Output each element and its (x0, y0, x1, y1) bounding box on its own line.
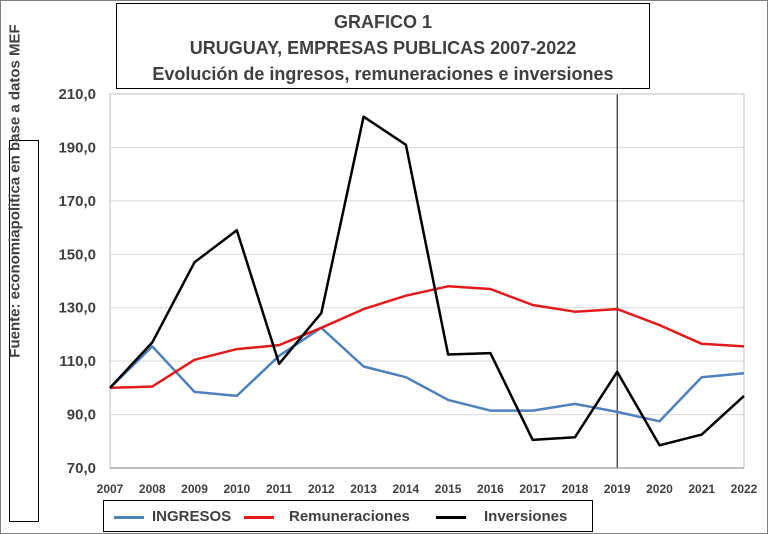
legend-swatch-ingresos (114, 516, 144, 519)
x-tick-label: 2022 (731, 482, 758, 496)
gridlines (110, 93, 744, 469)
x-tick-label: 2014 (393, 482, 420, 496)
x-tick-label: 2012 (308, 482, 335, 496)
x-tick-label: 2013 (350, 482, 377, 496)
legend-swatch-inversiones (436, 516, 466, 519)
series-line-inversiones (109, 115, 745, 447)
title-box: GRAFICO 1 URUGUAY, EMPRESAS PUBLICAS 200… (116, 3, 650, 89)
series-line-remuneraciones (109, 285, 745, 390)
y-tick-label: 90,0 (67, 407, 96, 424)
legend-label-ingresos: INGRESOS (152, 508, 232, 525)
x-tick-label: 2009 (181, 482, 208, 496)
y-tick-label: 190,0 (58, 139, 96, 156)
y-tick-label: 170,0 (58, 193, 96, 210)
series-lines (109, 115, 745, 447)
source-label: Fuente: economiapolitica en base a datos… (6, 24, 24, 358)
x-tick-label: 2011 (266, 482, 292, 496)
y-tick-label: 130,0 (58, 300, 96, 317)
x-tick-label: 2021 (688, 482, 715, 496)
legend-label-inversiones: Inversiones (484, 508, 568, 525)
y-tick-labels: 70,0 90,0 110,0 130,0 150,0 170,0 190,0 210,0 (58, 86, 96, 477)
x-tick-label: 2020 (646, 482, 673, 496)
source-box (9, 140, 39, 522)
y-tick-label: 70,0 (67, 460, 96, 477)
y-tick-label: 210,0 (58, 86, 96, 103)
legend-label-remuneraciones: Remuneraciones (289, 508, 410, 525)
x-tick-label: 2019 (604, 482, 631, 496)
axes (109, 93, 745, 469)
chart-title-line-3: Evolución de ingresos, remuneraciones e … (152, 64, 614, 84)
x-tick-label: 2018 (562, 482, 589, 496)
x-tick-label: 2007 (97, 482, 124, 496)
plot-area-border (109, 93, 745, 469)
chart-title-line-1: GRAFICO 1 (333, 12, 432, 32)
legend: INGRESOS Remuneraciones Inversiones (103, 500, 593, 532)
y-tick-label: 150,0 (58, 246, 96, 263)
x-tick-label: 2015 (435, 482, 462, 496)
x-tick-label: 2010 (223, 482, 250, 496)
x-tick-labels: 2007 2008 2009 2010 2011 2012 2013 2014 2015 2016… (97, 482, 758, 496)
x-tick-label: 2008 (139, 482, 166, 496)
legend-swatch-remuneraciones (244, 516, 274, 519)
x-tick-label: 2017 (519, 482, 546, 496)
y-tick-label: 110,0 (59, 353, 96, 370)
series-line-ingresos (109, 326, 745, 423)
x-tick-label: 2016 (477, 482, 504, 496)
chart-title-line-2: URUGUAY, EMPRESAS PUBLICAS 2007-2022 (189, 38, 577, 58)
